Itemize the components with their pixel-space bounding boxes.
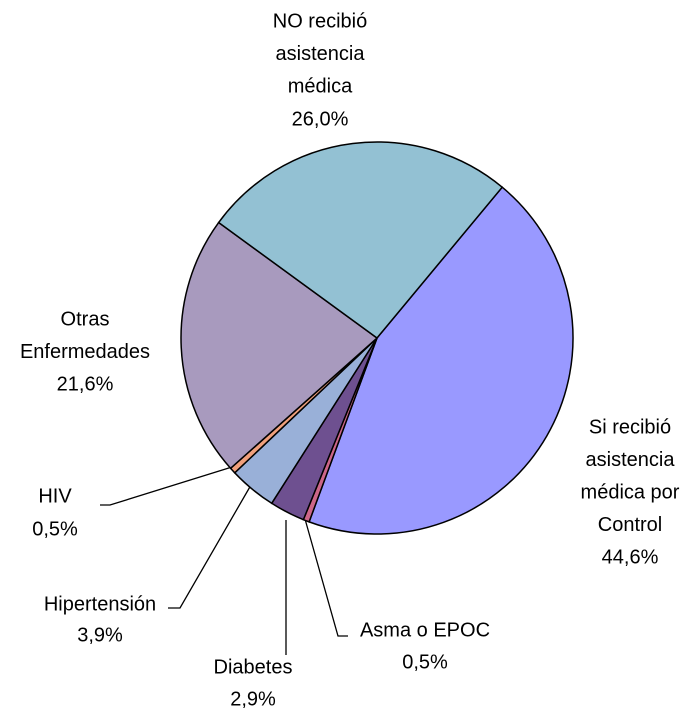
slice-label: Si recibió bbox=[589, 416, 671, 438]
pie-slice bbox=[217, 141, 504, 340]
value-label: 2,9% bbox=[230, 688, 276, 710]
value-label: 21,6% bbox=[57, 373, 114, 395]
leader-line bbox=[168, 484, 252, 609]
slice-label: HIV bbox=[38, 485, 72, 507]
value-label: 44,6% bbox=[602, 546, 659, 568]
slice-label: NO recibió bbox=[273, 10, 367, 32]
slice-label: Control bbox=[598, 514, 662, 536]
slice-label: Asma o EPOC bbox=[360, 619, 490, 641]
slice-label: asistencia bbox=[276, 43, 366, 65]
leader-line bbox=[100, 466, 233, 506]
value-label: 3,9% bbox=[77, 624, 123, 646]
slice-label: médica bbox=[288, 76, 353, 98]
slice-label: médica por bbox=[581, 481, 680, 503]
value-label: 0,5% bbox=[402, 651, 448, 673]
pie-slice bbox=[180, 221, 379, 470]
leader-line bbox=[304, 518, 348, 637]
slice-label: Diabetes bbox=[214, 656, 293, 678]
slice-label: Enfermedades bbox=[20, 341, 150, 363]
pie-slice bbox=[308, 186, 574, 535]
slice-label: Otras bbox=[61, 308, 110, 330]
slice-label: asistencia bbox=[586, 449, 676, 471]
slice-label: Hipertensión bbox=[44, 593, 156, 615]
value-label: 26,0% bbox=[292, 108, 349, 130]
value-label: 0,5% bbox=[32, 518, 78, 540]
